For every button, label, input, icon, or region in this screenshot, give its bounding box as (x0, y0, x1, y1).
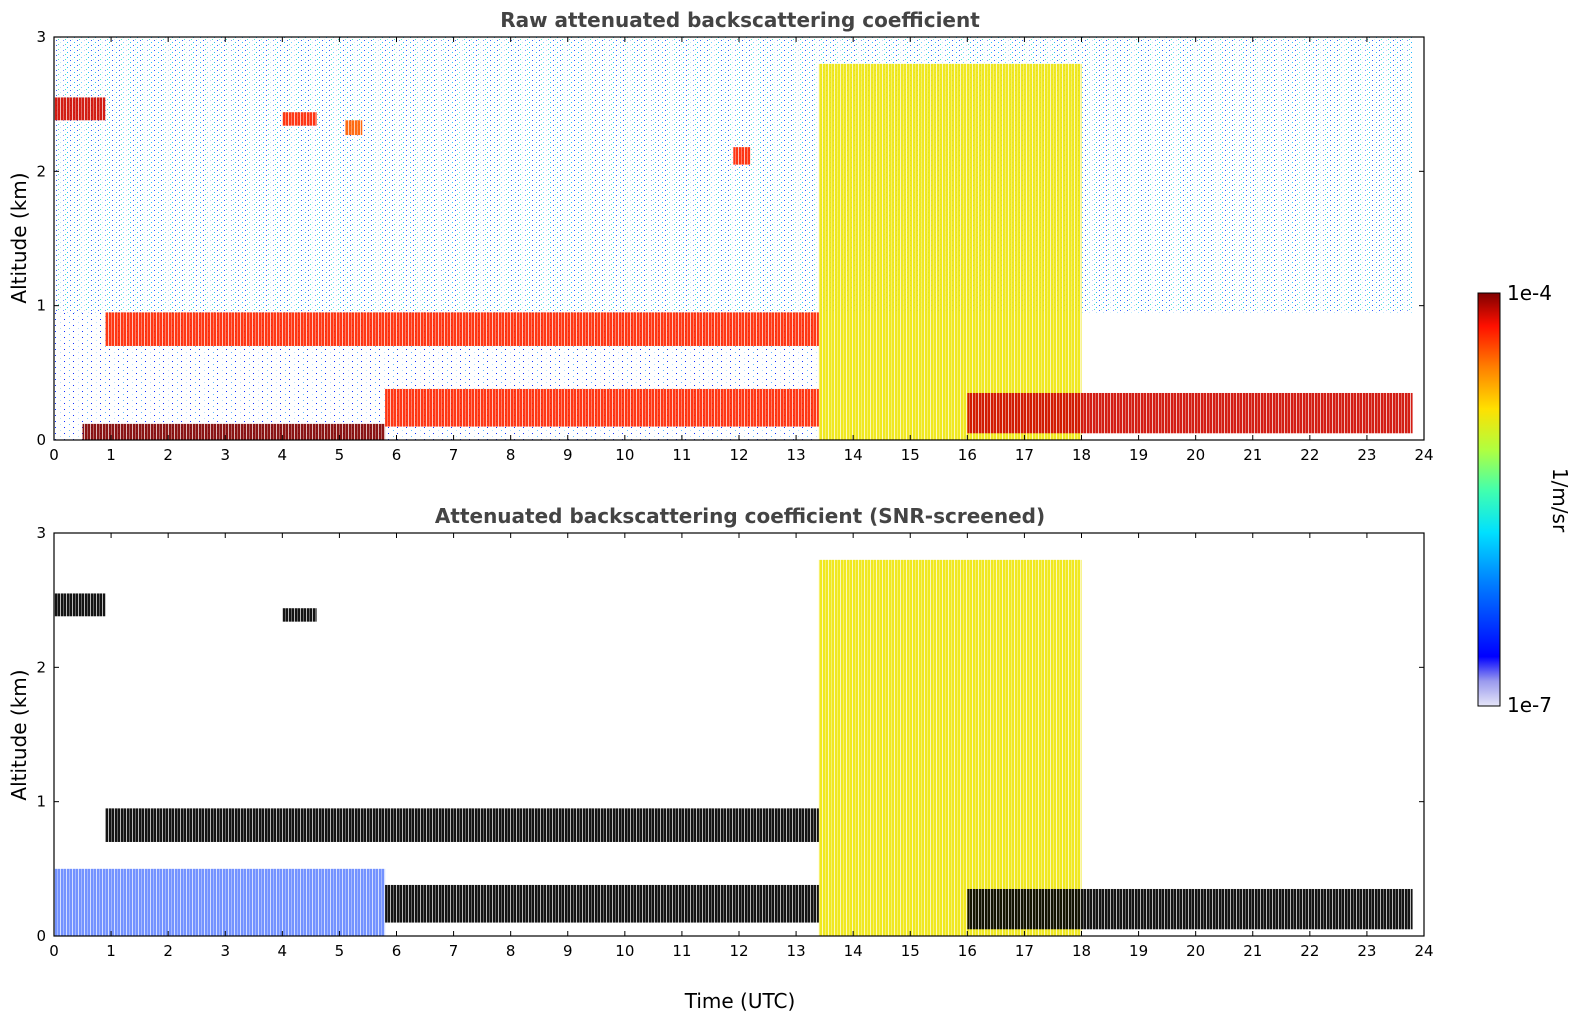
x-tick-label: 19 (1129, 446, 1148, 464)
x-tick-label: 15 (901, 446, 920, 464)
y-tick-label: 0 (36, 431, 46, 449)
x-tick-label: 12 (729, 942, 748, 960)
x-tick-label: 23 (1357, 942, 1376, 960)
x-tick-label: 8 (506, 942, 516, 960)
y-tick-label: 1 (36, 297, 46, 315)
x-tick-label: 17 (1015, 942, 1034, 960)
x-tick-label: 4 (278, 446, 288, 464)
x-tick-label: 22 (1300, 942, 1319, 960)
x-tick-label: 13 (787, 942, 806, 960)
x-tick-label: 4 (278, 942, 288, 960)
snr-heatmap (54, 533, 1424, 936)
x-tick-label: 3 (220, 446, 230, 464)
x-tick-label: 16 (958, 942, 977, 960)
x-tick-label: 21 (1243, 942, 1262, 960)
x-tick-label: 10 (615, 942, 634, 960)
x-tick-label: 2 (163, 446, 173, 464)
x-tick-label: 18 (1072, 446, 1091, 464)
x-tick-label: 23 (1357, 446, 1376, 464)
y-tick-label: 3 (36, 28, 46, 46)
x-tick-label: 19 (1129, 942, 1148, 960)
x-tick-label: 16 (958, 446, 977, 464)
x-tick-label: 14 (844, 942, 863, 960)
colorbar-max-label: 1e-4 (1507, 281, 1552, 305)
y-tick-label: 2 (36, 658, 46, 676)
x-tick-label: 1 (106, 942, 116, 960)
x-tick-label: 21 (1243, 446, 1262, 464)
x-tick-label: 11 (672, 942, 691, 960)
x-tick-label: 13 (787, 446, 806, 464)
x-tick-label: 6 (392, 942, 402, 960)
raw-axis-ticks: 0 1 2 3 4 5 6 7 8 9 10 11 12 13 14 15 16 17 18 19 20 21 22 23 24… (36, 28, 1433, 464)
x-tick-label: 7 (449, 942, 459, 960)
x-tick-label: 3 (220, 942, 230, 960)
x-tick-label: 7 (449, 446, 459, 464)
x-tick-label: 2 (163, 942, 173, 960)
colorbar: 1e-4 1e-7 1/m/sr (1477, 281, 1572, 717)
x-tick-label: 24 (1414, 446, 1433, 464)
x-tick-label: 24 (1414, 942, 1433, 960)
snr-screened-panel: Attenuated backscattering coefficient (S… (7, 504, 1434, 1013)
x-tick-label: 0 (49, 942, 59, 960)
x-tick-label: 5 (335, 942, 345, 960)
x-tick-label: 11 (672, 446, 691, 464)
colorbar-unit-label: 1/m/sr (1548, 468, 1572, 533)
raw-heatmap (54, 37, 1424, 440)
x-tick-label: 20 (1186, 446, 1205, 464)
snr-y-axis-label: Altitude (km) (7, 669, 31, 800)
x-tick-label: 22 (1300, 446, 1319, 464)
colorbar-min-label: 1e-7 (1507, 693, 1552, 717)
x-tick-label: 9 (563, 446, 573, 464)
x-tick-label: 18 (1072, 942, 1091, 960)
y-tick-label: 3 (36, 524, 46, 542)
colorbar-scale (1477, 292, 1501, 707)
snr-panel-title: Attenuated backscattering coefficient (S… (435, 504, 1045, 528)
x-tick-label: 17 (1015, 446, 1034, 464)
x-tick-label: 0 (49, 446, 59, 464)
x-tick-label: 9 (563, 942, 573, 960)
x-tick-label: 6 (392, 446, 402, 464)
raw-backscatter-panel: Raw attenuated backscattering coefficien… (7, 8, 1434, 464)
snr-axis-ticks: 0 1 2 3 4 5 6 7 8 9 10 11 12 13 14 15 16 17 18 19 20 21 22 23 24… (36, 524, 1433, 960)
x-tick-label: 5 (335, 446, 345, 464)
y-tick-label: 2 (36, 162, 46, 180)
streak-overlay (54, 37, 1424, 440)
x-tick-label: 10 (615, 446, 634, 464)
x-tick-label: 1 (106, 446, 116, 464)
raw-panel-title: Raw attenuated backscattering coefficien… (500, 8, 980, 32)
x-axis-label: Time (UTC) (684, 989, 796, 1013)
x-tick-label: 12 (729, 446, 748, 464)
streak-overlay (54, 533, 1424, 936)
y-tick-label: 1 (36, 793, 46, 811)
x-tick-label: 15 (901, 942, 920, 960)
y-tick-label: 0 (36, 927, 46, 945)
raw-y-axis-label: Altitude (km) (7, 172, 31, 303)
x-tick-label: 8 (506, 446, 516, 464)
x-tick-label: 14 (844, 446, 863, 464)
x-tick-label: 20 (1186, 942, 1205, 960)
